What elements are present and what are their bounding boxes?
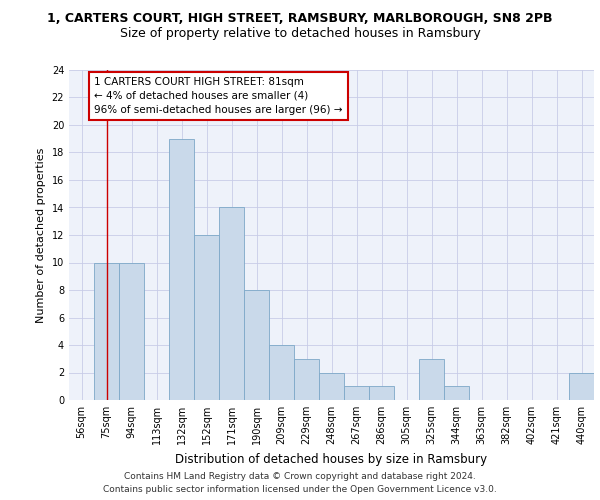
Bar <box>369 386 394 400</box>
Text: Size of property relative to detached houses in Ramsbury: Size of property relative to detached ho… <box>119 28 481 40</box>
X-axis label: Distribution of detached houses by size in Ramsbury: Distribution of detached houses by size … <box>175 452 488 466</box>
Bar <box>319 372 344 400</box>
Bar <box>294 359 319 400</box>
Text: Contains public sector information licensed under the Open Government Licence v3: Contains public sector information licen… <box>103 484 497 494</box>
Text: 1, CARTERS COURT, HIGH STREET, RAMSBURY, MARLBOROUGH, SN8 2PB: 1, CARTERS COURT, HIGH STREET, RAMSBURY,… <box>47 12 553 26</box>
Bar <box>244 290 269 400</box>
Bar <box>344 386 369 400</box>
Text: 1 CARTERS COURT HIGH STREET: 81sqm
← 4% of detached houses are smaller (4)
96% o: 1 CARTERS COURT HIGH STREET: 81sqm ← 4% … <box>94 77 343 115</box>
Text: Contains HM Land Registry data © Crown copyright and database right 2024.: Contains HM Land Registry data © Crown c… <box>124 472 476 481</box>
Y-axis label: Number of detached properties: Number of detached properties <box>36 148 46 322</box>
Bar <box>219 208 244 400</box>
Bar <box>569 372 594 400</box>
Bar <box>269 345 294 400</box>
Bar <box>419 359 444 400</box>
Bar <box>119 262 144 400</box>
Bar <box>194 235 219 400</box>
Bar <box>169 138 194 400</box>
Bar <box>444 386 469 400</box>
Bar <box>94 262 119 400</box>
